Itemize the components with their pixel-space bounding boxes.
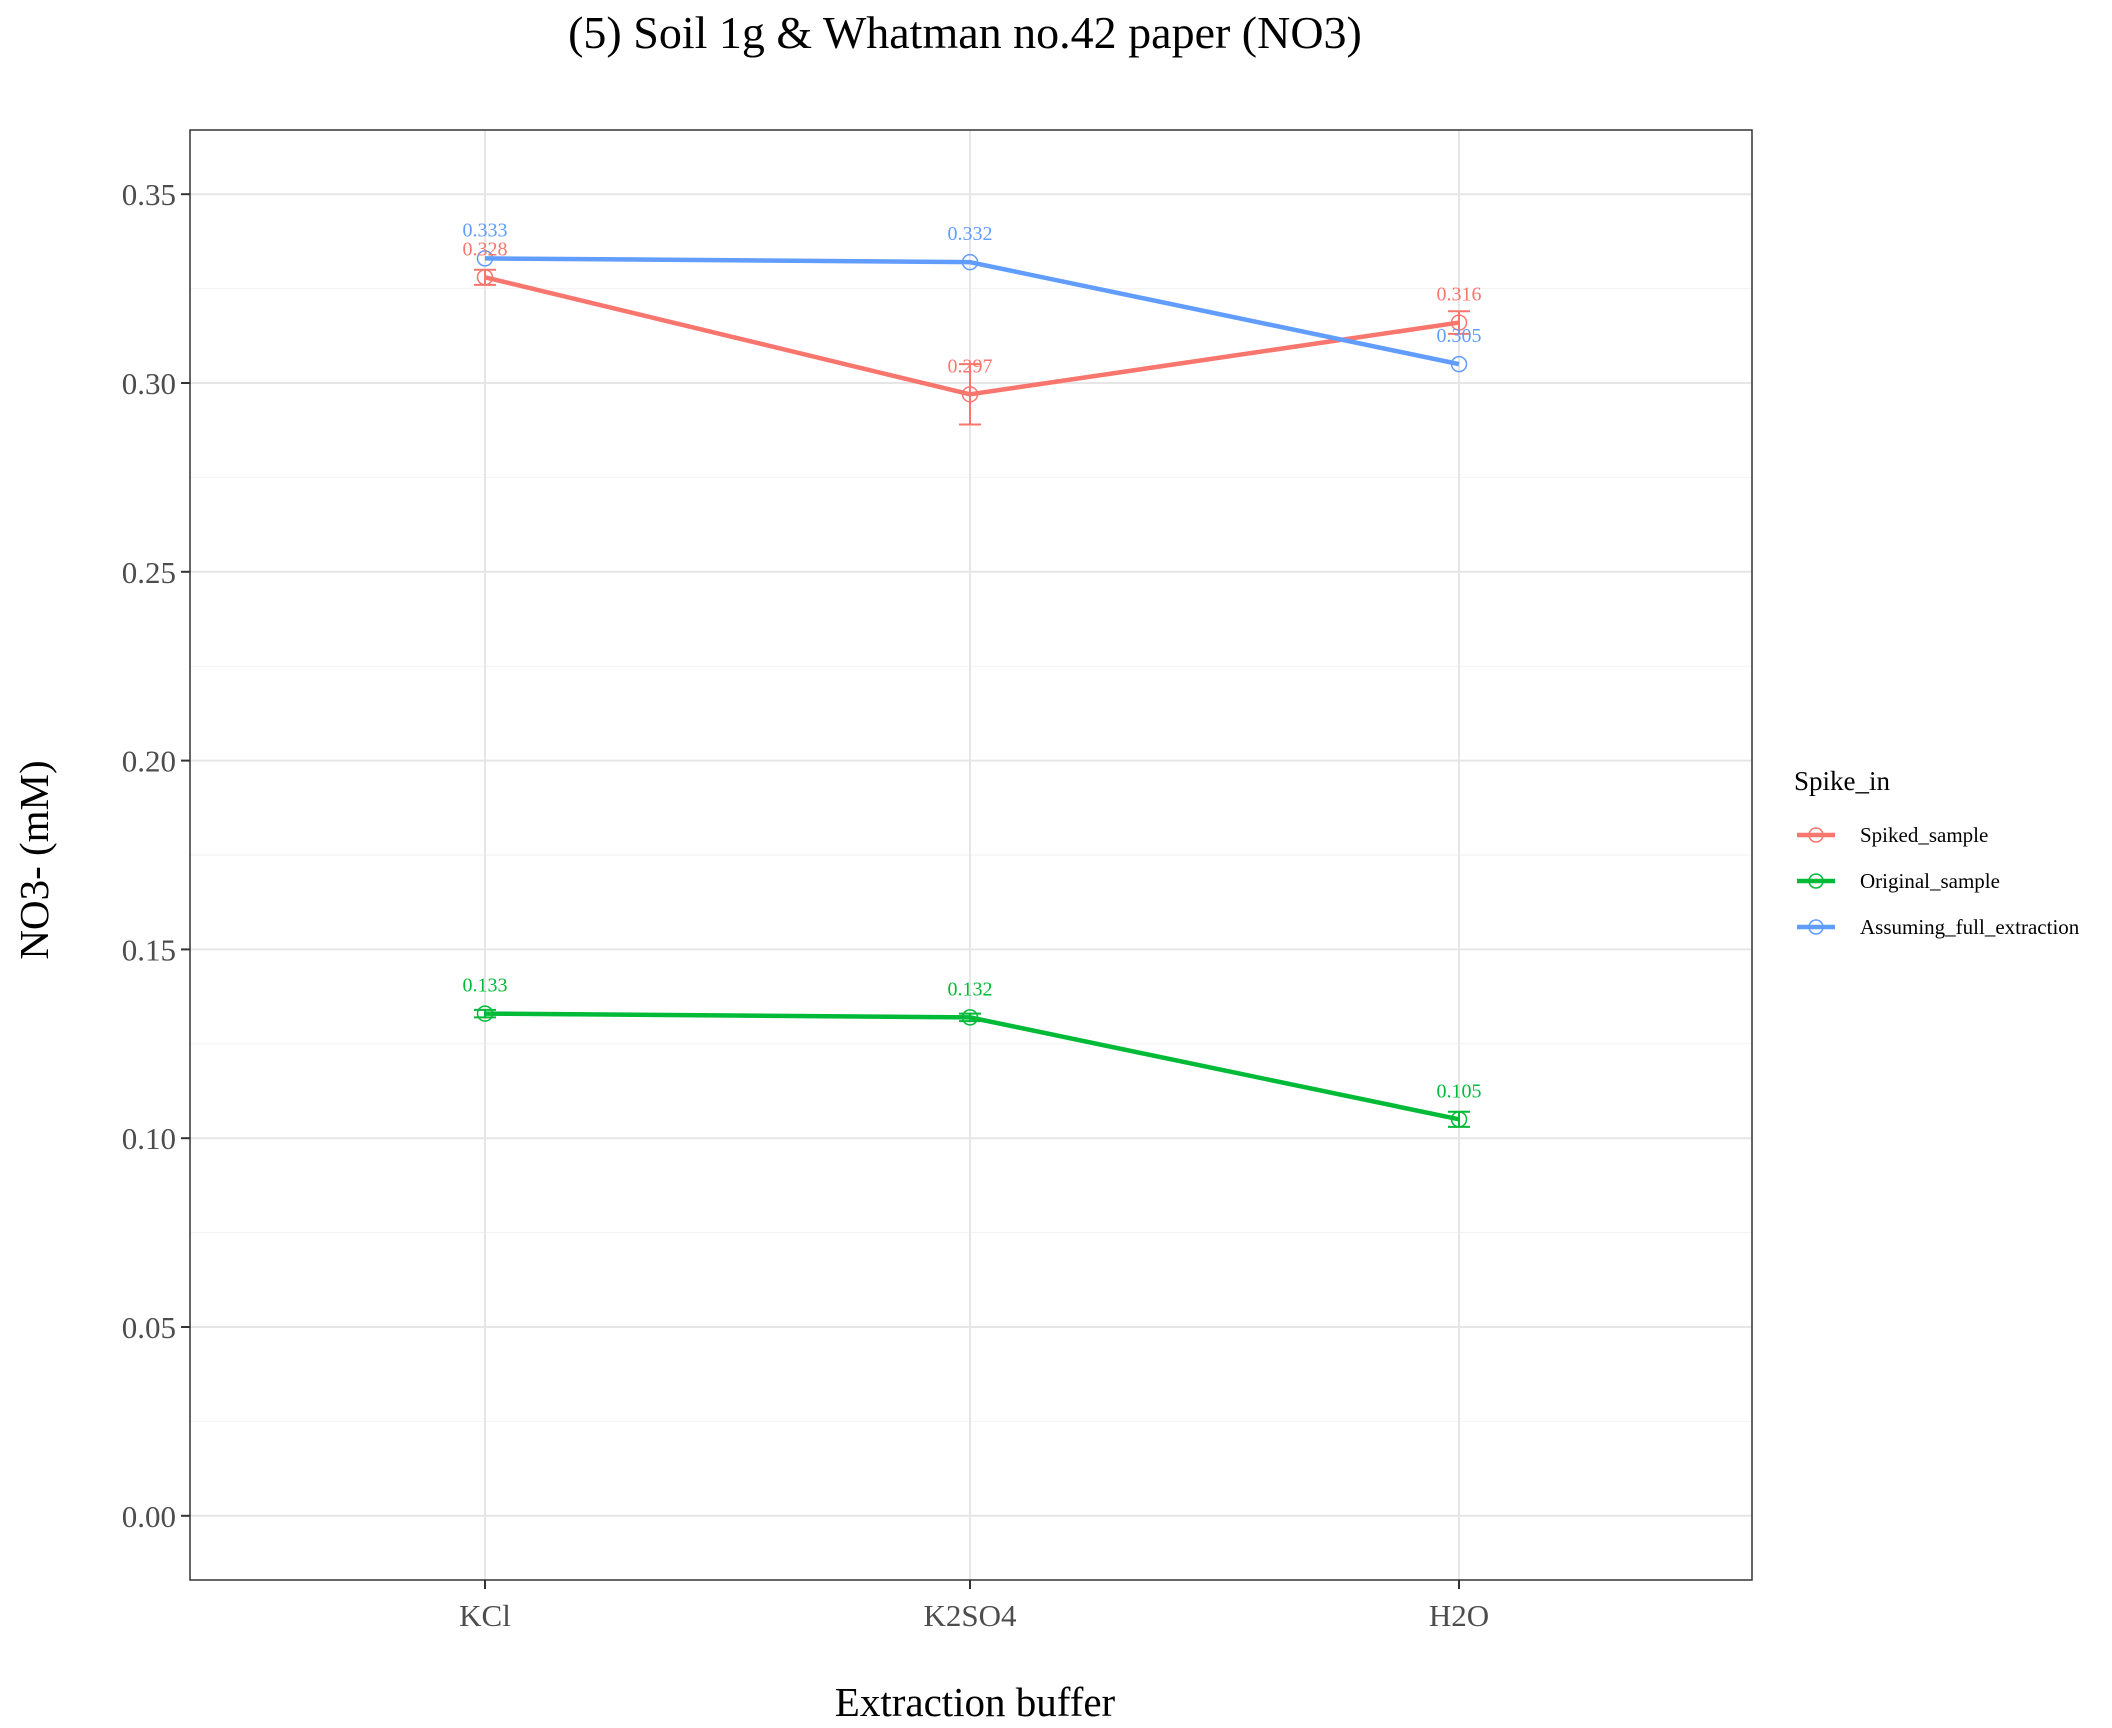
grid-layer — [190, 130, 1752, 1580]
legend-label-assuming-full-extraction: Assuming_full_extraction — [1860, 915, 2080, 939]
data-label-original-sample: 0.132 — [948, 978, 993, 1000]
data-label-spiked-sample: 0.328 — [463, 238, 508, 260]
x-tick-label: KCl — [459, 1598, 511, 1633]
legend-label-spiked-sample: Spiked_sample — [1860, 823, 1988, 847]
data-point-assuming-full-extraction — [961, 253, 979, 271]
series-layer — [474, 250, 1470, 1128]
series-line-assuming-full-extraction — [484, 256, 1460, 367]
y-tick-label: 0.15 — [122, 932, 176, 967]
legend-title: Spike_in — [1794, 766, 1891, 796]
axis-layer: 0.00 0.05 0.10 0.15 0.20 0.25 0.30 0.35 KCl K2SO4… — [122, 177, 1489, 1633]
y-tick-label: 0.35 — [122, 177, 176, 212]
y-tick-label: 0.10 — [122, 1121, 176, 1156]
data-point-spiked-sample — [961, 386, 979, 403]
x-tick-label: H2O — [1429, 1598, 1489, 1633]
data-point-original-sample — [961, 1009, 979, 1026]
legend-key-point-assuming-full-extraction — [1808, 919, 1824, 935]
data-point-spiked-sample — [1450, 314, 1468, 331]
data-label-spiked-sample: 0.297 — [948, 355, 993, 377]
y-axis-title: NO3- (mM) — [11, 760, 57, 959]
data-label-original-sample: 0.133 — [463, 975, 508, 997]
y-tick-label: 0.05 — [122, 1310, 176, 1345]
data-point-spiked-sample — [476, 269, 494, 286]
data-point-assuming-full-extraction — [476, 250, 494, 267]
data-label-original-sample: 0.105 — [1437, 1080, 1482, 1102]
series-line-original-sample — [484, 1011, 1460, 1122]
data-label-assuming-full-extraction: 0.333 — [463, 219, 508, 241]
y-tick-label: 0.20 — [122, 744, 176, 779]
data-point-original-sample — [476, 1005, 494, 1022]
legend-label-original-sample: Original_sample — [1860, 869, 2000, 893]
data-label-assuming-full-extraction: 0.332 — [948, 223, 993, 245]
y-tick-label: 0.30 — [122, 366, 176, 401]
legend-key-point-original-sample — [1808, 873, 1824, 889]
x-tick-label: K2SO4 — [923, 1598, 1017, 1633]
data-label-layer: 0.328 0.297 0.316 0.133 0.132 0.105 0.333 0.332… — [463, 219, 1482, 1102]
y-tick-label: 0.00 — [122, 1499, 176, 1534]
chart-title: (5) Soil 1g & Whatman no.42 paper (NO3) — [568, 7, 1362, 58]
legend-key-point-spiked-sample — [1808, 827, 1824, 843]
data-point-assuming-full-extraction — [1450, 355, 1468, 373]
legend: Spike_in Spiked_sample Original_sample Ass… — [1794, 766, 2080, 939]
y-tick-label: 0.25 — [122, 555, 176, 590]
data-point-original-sample — [1450, 1111, 1468, 1128]
data-label-assuming-full-extraction: 0.305 — [1437, 325, 1482, 347]
x-axis-title: Extraction buffer — [835, 1679, 1116, 1725]
data-label-spiked-sample: 0.316 — [1437, 284, 1482, 306]
